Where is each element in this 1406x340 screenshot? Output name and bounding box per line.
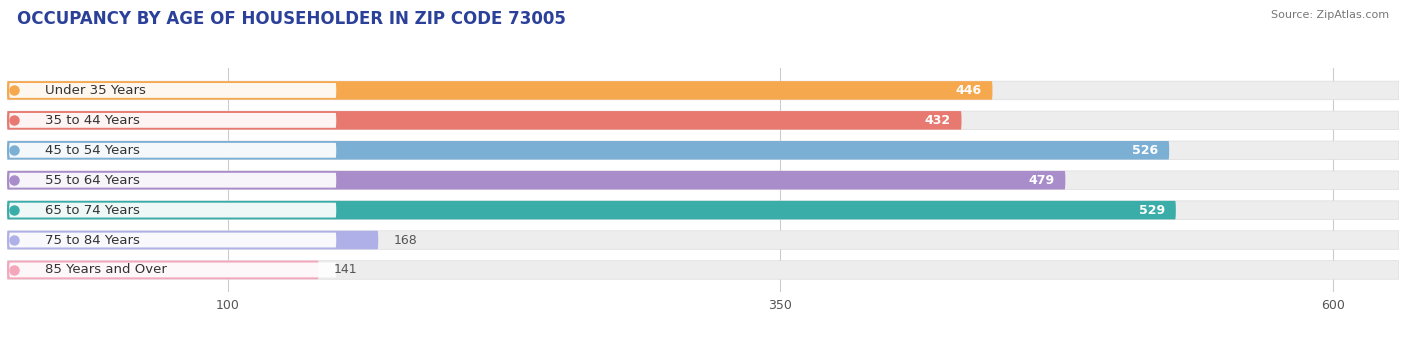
Text: 168: 168 [394,234,418,246]
FancyBboxPatch shape [7,171,1399,189]
FancyBboxPatch shape [10,143,336,158]
Text: 55 to 64 Years: 55 to 64 Years [45,174,141,187]
FancyBboxPatch shape [7,171,1066,189]
Text: 526: 526 [1132,144,1159,157]
Text: 529: 529 [1139,204,1164,217]
Text: 65 to 74 Years: 65 to 74 Years [45,204,141,217]
FancyBboxPatch shape [7,231,1399,249]
FancyBboxPatch shape [7,201,1399,219]
Text: 85 Years and Over: 85 Years and Over [45,264,167,276]
FancyBboxPatch shape [7,111,1399,130]
FancyBboxPatch shape [10,83,336,98]
Text: Source: ZipAtlas.com: Source: ZipAtlas.com [1271,10,1389,20]
FancyBboxPatch shape [10,173,336,188]
Text: Under 35 Years: Under 35 Years [45,84,146,97]
FancyBboxPatch shape [7,111,962,130]
FancyBboxPatch shape [7,261,1399,279]
Text: OCCUPANCY BY AGE OF HOUSEHOLDER IN ZIP CODE 73005: OCCUPANCY BY AGE OF HOUSEHOLDER IN ZIP C… [17,10,565,28]
FancyBboxPatch shape [7,81,993,100]
FancyBboxPatch shape [7,141,1399,159]
Text: 141: 141 [335,264,357,276]
Text: 446: 446 [955,84,981,97]
FancyBboxPatch shape [7,201,1175,219]
FancyBboxPatch shape [7,231,378,249]
FancyBboxPatch shape [10,203,336,218]
FancyBboxPatch shape [10,262,336,277]
FancyBboxPatch shape [10,113,336,128]
Text: 432: 432 [924,114,950,127]
FancyBboxPatch shape [7,81,1399,100]
Text: 35 to 44 Years: 35 to 44 Years [45,114,141,127]
FancyBboxPatch shape [7,141,1170,159]
FancyBboxPatch shape [10,233,336,248]
FancyBboxPatch shape [7,261,319,279]
Text: 45 to 54 Years: 45 to 54 Years [45,144,141,157]
Text: 75 to 84 Years: 75 to 84 Years [45,234,141,246]
Text: 479: 479 [1028,174,1054,187]
